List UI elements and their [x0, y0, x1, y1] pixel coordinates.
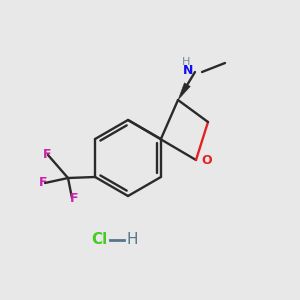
- Text: F: F: [39, 176, 47, 190]
- Polygon shape: [178, 83, 190, 100]
- Text: H: H: [126, 232, 137, 247]
- Text: F: F: [43, 148, 51, 160]
- Text: O: O: [201, 154, 211, 167]
- Text: F: F: [70, 193, 78, 206]
- Text: H: H: [182, 57, 190, 67]
- Text: N: N: [183, 64, 193, 77]
- Text: Cl: Cl: [92, 232, 108, 247]
